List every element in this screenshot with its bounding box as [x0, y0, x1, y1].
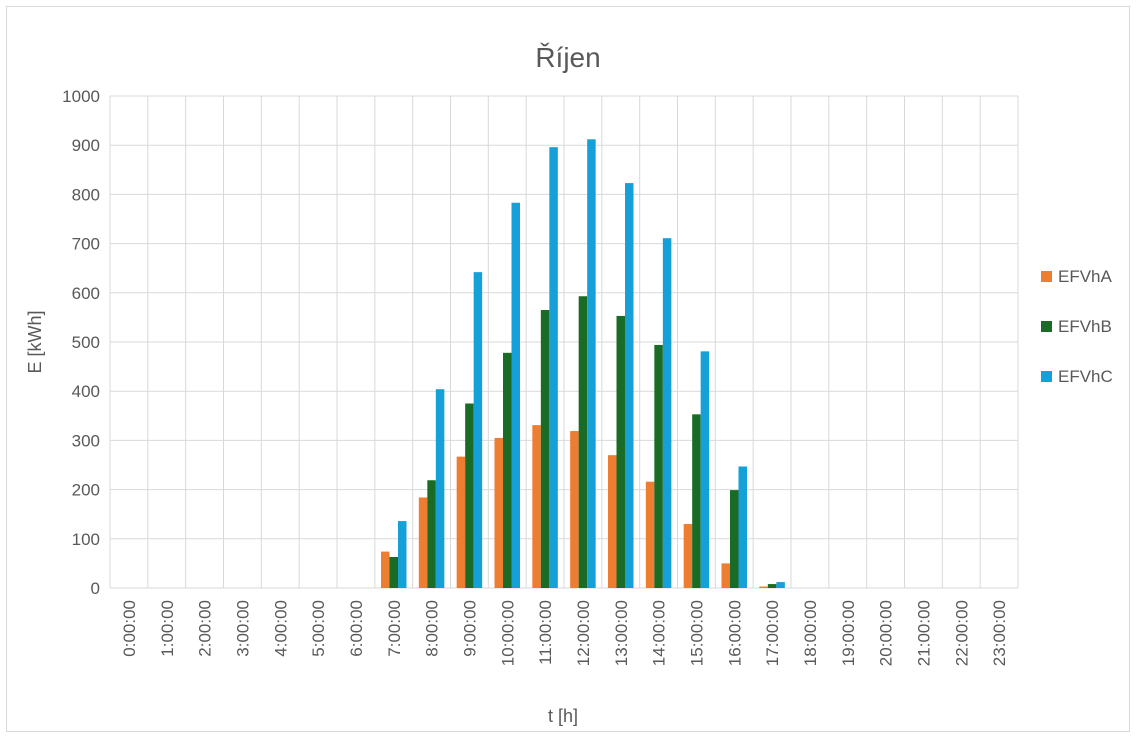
x-tick-label: 11:00:00 [536, 600, 555, 665]
y-tick-label: 100 [72, 530, 100, 549]
y-tick-label: 900 [72, 136, 100, 155]
legend: EFVhA EFVhB EFVhC [1041, 267, 1113, 386]
y-tick-label: 300 [72, 431, 100, 450]
bar-efvhc-16 [738, 466, 747, 588]
legend-swatch-efvhb [1041, 321, 1052, 332]
x-tick-label: 19:00:00 [839, 600, 858, 666]
bar-efvhb-17 [767, 584, 777, 588]
bar-efvhb-13 [616, 315, 625, 588]
bar-efvhc-11 [549, 147, 558, 588]
bar-efvha-13 [608, 455, 617, 588]
bar-efvhb-15 [692, 414, 701, 588]
legend-label-efvhb: EFVhB [1058, 317, 1112, 336]
grid-layer [109, 95, 1019, 589]
bar-layer [381, 139, 785, 589]
bar-efvhb-10 [503, 352, 512, 588]
bar-efvha-15 [683, 524, 693, 588]
chart-title: Říjen [535, 42, 600, 73]
y-tick-label: 200 [72, 481, 100, 500]
x-tick-label: 16:00:00 [725, 600, 744, 666]
y-tick-label: 0 [91, 579, 100, 598]
bar-efvhb-11 [540, 310, 550, 588]
y-tick-label: 500 [72, 333, 100, 352]
x-tick-label: 4:00:00 [271, 600, 290, 657]
x-tick-label: 3:00:00 [233, 600, 252, 657]
x-tick-label: 2:00:00 [196, 600, 215, 657]
legend-label-efvhc: EFVhC [1058, 367, 1113, 386]
y-tick-label: 700 [72, 235, 100, 254]
bar-efvha-10 [494, 437, 503, 588]
x-tick-label: 21:00:00 [914, 600, 933, 666]
x-tick-label: 5:00:00 [309, 600, 328, 657]
x-tick-label: 9:00:00 [460, 600, 479, 657]
bar-efvha-14 [645, 481, 655, 588]
bar-efvha-9 [456, 456, 466, 588]
bar-efvhc-14 [662, 238, 672, 589]
bar-efvhc-15 [700, 351, 710, 588]
x-tick-label: 14:00:00 [650, 600, 669, 666]
x-tick-label: 1:00:00 [158, 600, 177, 657]
x-tick-label: 17:00:00 [763, 600, 782, 666]
x-tick-label: 6:00:00 [347, 600, 366, 657]
bar-efvha-16 [721, 563, 730, 588]
x-tick-label: 8:00:00 [423, 600, 442, 657]
y-tick-labels: 0 100 200 300 400 500 600 700 800 900 1000 [62, 87, 100, 598]
bar-efvhc-9 [473, 272, 483, 588]
x-tick-label: 20:00:00 [877, 600, 896, 666]
x-tick-label: 23:00:00 [990, 600, 1009, 666]
legend-swatch-efvhc [1041, 371, 1052, 382]
bar-efvhc-13 [625, 183, 634, 589]
x-tick-label: 10:00:00 [498, 600, 517, 666]
bar-efvhc-17 [776, 582, 785, 588]
bar-efvhc-8 [435, 389, 445, 588]
bar-efvhb-9 [465, 403, 474, 588]
bar-efvhc-7 [398, 521, 407, 588]
y-tick-label: 400 [72, 382, 100, 401]
bar-efvha-8 [418, 497, 428, 588]
x-tick-label: 18:00:00 [801, 600, 820, 666]
bar-efvhc-10 [511, 202, 520, 588]
y-tick-label: 600 [72, 284, 100, 303]
x-tick-label: 0:00:00 [120, 600, 139, 657]
bar-efvha-11 [532, 425, 541, 588]
x-axis-title: t [h] [548, 706, 578, 726]
bar-efvha-12 [570, 431, 579, 588]
bar-efvhb-7 [389, 557, 398, 588]
bar-efvhb-12 [578, 296, 588, 588]
bar-efvhb-8 [427, 480, 436, 588]
bar-efvhc-12 [587, 139, 596, 588]
bar-efvha-7 [381, 551, 390, 588]
x-tick-label: 7:00:00 [385, 600, 404, 657]
bar-efvha-17 [759, 586, 768, 588]
x-tick-label: 13:00:00 [612, 600, 631, 666]
legend-swatch-efvha [1041, 271, 1052, 282]
x-tick-label: 22:00:00 [952, 600, 971, 666]
x-tick-labels: 0:00:00 1:00:00 2:00:00 3:00:00 4:00:00 5:00:… [120, 600, 1009, 666]
x-tick-label: 12:00:00 [574, 600, 593, 666]
y-tick-label: 800 [72, 185, 100, 204]
y-axis-title: E [kWh] [25, 310, 45, 373]
x-tick-label: 15:00:00 [687, 600, 706, 666]
bar-efvhb-16 [730, 490, 739, 588]
y-tick-label: 1000 [62, 87, 100, 106]
bar-efvhb-14 [654, 344, 663, 588]
legend-label-efvha: EFVhA [1058, 267, 1113, 286]
